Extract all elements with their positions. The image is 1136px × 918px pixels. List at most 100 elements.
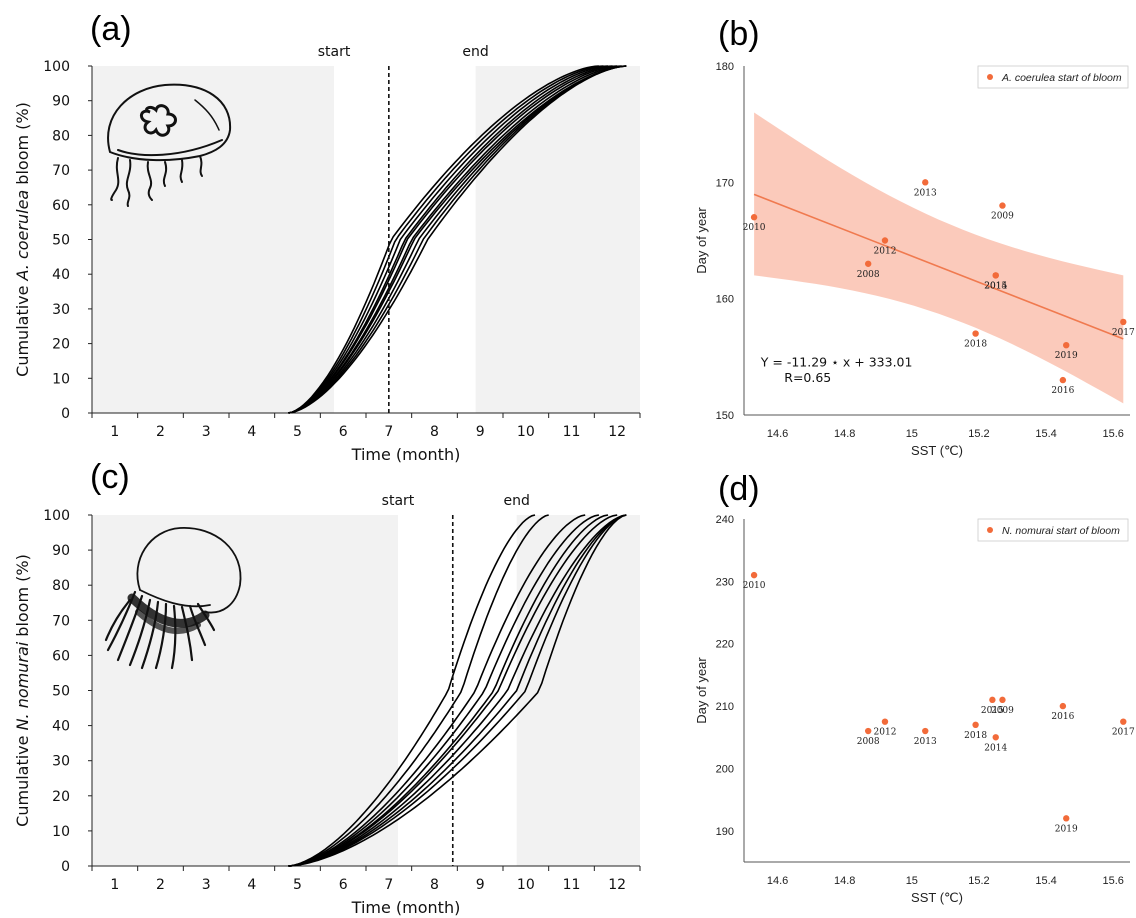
panel-label: (d)	[718, 470, 760, 508]
legend-box	[977, 518, 1129, 542]
data-point-2016	[1059, 702, 1067, 710]
data-point-2010	[750, 571, 758, 579]
cumulative-curve-1	[288, 514, 536, 867]
y-axis-label: Cumulative A. coerulea bloom (%)	[13, 102, 32, 377]
data-point-2010	[750, 214, 758, 221]
y-tick-label: 50	[52, 684, 70, 700]
cumulative-curve-2	[288, 514, 549, 867]
cumulative-curve-3	[288, 65, 609, 414]
point-label-2019: 2019	[1055, 824, 1078, 834]
legend: N. nomurai start of bloom	[977, 518, 1129, 542]
x-tick-label: 6	[339, 424, 348, 440]
shaded-period-1	[92, 515, 398, 866]
panel-b-scatter-chart: (b) Y = -11.29 ⋆ x + 333.01R=0.65 150 160 17…	[694, 15, 1135, 458]
y-axis-label-part: bloom (%)	[13, 102, 32, 190]
x-tick-label: 5	[293, 877, 302, 893]
regression-equation: Y = -11.29 ⋆ x + 333.01	[760, 355, 913, 370]
x-tick-label: 14.8	[834, 428, 855, 440]
data-point-2014	[992, 734, 999, 741]
point-label-2008: 2008	[857, 270, 880, 280]
x-tick-label: 1	[110, 877, 119, 893]
point-label-2018: 2018	[964, 731, 987, 741]
point-label-2018: 2018	[964, 340, 987, 350]
y-tick-label: 60	[52, 648, 70, 664]
data-point-2015	[989, 696, 996, 704]
legend-marker	[987, 527, 993, 533]
x-tick-label: 9	[476, 877, 485, 893]
y-tick-label: 70	[52, 613, 70, 629]
y-tick-label: 20	[52, 337, 70, 353]
y-tick-label: 190	[716, 826, 734, 838]
x-tick-label: 3	[202, 424, 211, 440]
data-point-2013	[922, 179, 929, 186]
cumulative-curve-7	[288, 514, 627, 867]
x-tick-label: 15.2	[968, 428, 989, 440]
y-tick-label: 50	[52, 233, 70, 249]
panel-label: (c)	[90, 458, 130, 496]
y-tick-label: 160	[716, 294, 734, 306]
x-tick-label: 8	[430, 877, 439, 893]
y-tick-label: 20	[52, 789, 70, 805]
y-tick-label: 0	[61, 859, 70, 875]
shaded-period-2	[516, 515, 640, 866]
y-tick-label: 0	[61, 406, 70, 422]
cumulative-curve-2	[288, 65, 604, 414]
x-tick-label: 15.6	[1103, 875, 1124, 887]
data-point-2012	[881, 718, 889, 725]
x-tick-label: 2	[156, 424, 165, 440]
data-point-2017	[1120, 318, 1127, 326]
point-label-2010: 2010	[743, 223, 766, 233]
x-tick-label: 4	[247, 877, 256, 893]
data-point-2015	[992, 272, 999, 279]
panel-d-scatter-chart: (d) 190 200 210 220 230 240 14.6 14.8 15 15.2 15.4 1…	[694, 470, 1135, 905]
start-label: start	[318, 44, 351, 60]
panel-label: (a)	[90, 10, 132, 48]
x-tick-label: 9	[476, 424, 485, 440]
point-label-2012: 2012	[874, 247, 897, 257]
cumulative-curve-1	[288, 65, 599, 414]
point-label-2019: 2019	[1055, 351, 1078, 361]
x-tick-label: 1	[110, 424, 119, 440]
shaded-period-1	[92, 66, 335, 413]
x-tick-label: 7	[384, 424, 393, 440]
x-tick-label: 15	[906, 428, 918, 440]
point-label-2009: 2009	[991, 706, 1014, 716]
y-tick-label: 240	[716, 514, 734, 526]
y-tick-label: 90	[52, 543, 70, 559]
confidence-band	[754, 112, 1124, 404]
y-tick-label: 60	[52, 198, 70, 214]
data-point-2017	[1120, 718, 1127, 725]
data-point-2009	[999, 696, 1006, 704]
point-label-2015: 2015	[981, 706, 1004, 716]
end-label: end	[504, 493, 530, 509]
legend-box	[977, 65, 1129, 89]
point-label-2009: 2009	[991, 212, 1014, 222]
y-tick-label: 80	[52, 128, 70, 144]
x-tick-label: 11	[563, 424, 581, 440]
cumulative-curve-9	[288, 514, 627, 867]
point-label-2010: 2010	[743, 581, 766, 591]
cumulative-curve-3	[288, 514, 586, 867]
y-axis-label-part: N. nomurai	[13, 641, 32, 730]
point-label-2014: 2014	[984, 743, 1007, 753]
cumulative-curve-8	[288, 514, 627, 867]
y-axis-label-part: Cumulative	[13, 730, 32, 826]
data-point-2008	[864, 260, 872, 267]
y-axis-label: Cumulative N. nomurai bloom (%)	[13, 554, 32, 827]
legend-label: N. nomurai start of bloom	[1002, 525, 1120, 537]
point-label-2014: 2014	[984, 281, 1007, 291]
y-tick-label: 170	[716, 177, 734, 189]
y-tick-label: 30	[52, 302, 70, 318]
x-tick-label: 11	[563, 877, 581, 893]
y-axis-label-part: bloom (%)	[13, 554, 32, 642]
cumulative-curve-4	[288, 514, 600, 867]
x-tick-label: 14.6	[767, 428, 788, 440]
y-tick-label: 30	[52, 754, 70, 770]
cumulative-curve-5	[288, 65, 618, 414]
x-axis-label: SST (℃)	[911, 890, 963, 905]
y-tick-label: 10	[52, 371, 70, 387]
data-point-2009	[999, 202, 1006, 209]
y-tick-label: 220	[716, 639, 734, 651]
x-tick-label: 14.8	[834, 875, 855, 887]
